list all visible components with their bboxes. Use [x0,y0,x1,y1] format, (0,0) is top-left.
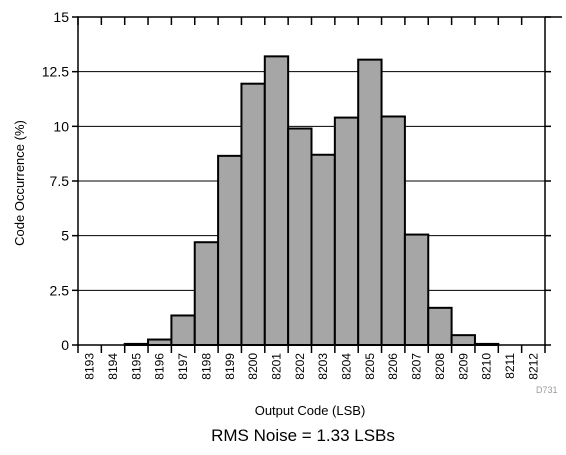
y-tick-label-1: 2.5 [50,282,70,298]
x-tick-label-8195: 8195 [129,353,143,380]
y-tick-label-3: 7.5 [50,173,70,189]
bar-8201 [263,55,290,347]
bar-8209 [450,334,476,347]
x-tick-label-8196: 8196 [153,353,167,380]
chart-caption: RMS Noise = 1.33 LSBs [211,426,395,445]
x-tick-label-8207: 8207 [410,353,424,380]
bar-8207 [403,233,430,346]
bar-8198 [193,241,220,346]
x-tick-label-8193: 8193 [83,353,97,380]
x-tick-label-8199: 8199 [223,353,237,380]
x-tick-label-8204: 8204 [340,353,354,380]
x-tick-label-8206: 8206 [386,353,400,380]
x-tick-label-8203: 8203 [316,353,330,380]
bar-8196 [147,338,173,346]
x-tick-label-8211: 8211 [503,353,517,379]
bars [123,55,500,347]
bar-8203 [310,153,336,346]
x-axis-title: Output Code (LSB) [255,403,366,418]
y-tick-label-5: 12.5 [42,64,69,80]
figure-id: D731 [536,385,558,395]
x-tick-label-8212: 8212 [526,353,540,380]
bar-8200 [240,82,266,347]
x-tick-label-8209: 8209 [456,353,470,380]
x-tick-label-8202: 8202 [293,353,307,380]
x-tick-label-8200: 8200 [246,353,260,380]
x-tick-label-8197: 8197 [176,353,190,380]
x-tick-label-8210: 8210 [480,353,494,380]
y-axis-title: Code Occurrence (%) [12,120,27,246]
bar-8205 [357,58,383,346]
x-tick-label-8198: 8198 [199,353,213,380]
bar-8199 [217,154,243,346]
y-axis-ticks: 0 2.5 5 7.5 10 12.5 15 [42,9,551,353]
y-tick-label-2: 5 [61,228,69,244]
y-tick-label-0: 0 [61,337,69,353]
x-tick-label-8205: 8205 [363,353,377,380]
x-tick-label-8201: 8201 [269,353,283,380]
x-tick-label-8208: 8208 [433,353,447,380]
bar-8206 [380,115,406,346]
y-tick-label-6: 15 [53,9,69,25]
x-axis-ticks: 8193 8194 8195 8196 8197 8198 8199 8200 8201 8202… [77,17,546,380]
bar-8197 [170,314,196,347]
y-tick-label-4: 10 [53,118,69,134]
x-tick-label-8194: 8194 [106,353,120,380]
bar-8202 [287,127,313,346]
bar-8204 [333,116,360,346]
bar-8208 [427,306,453,346]
